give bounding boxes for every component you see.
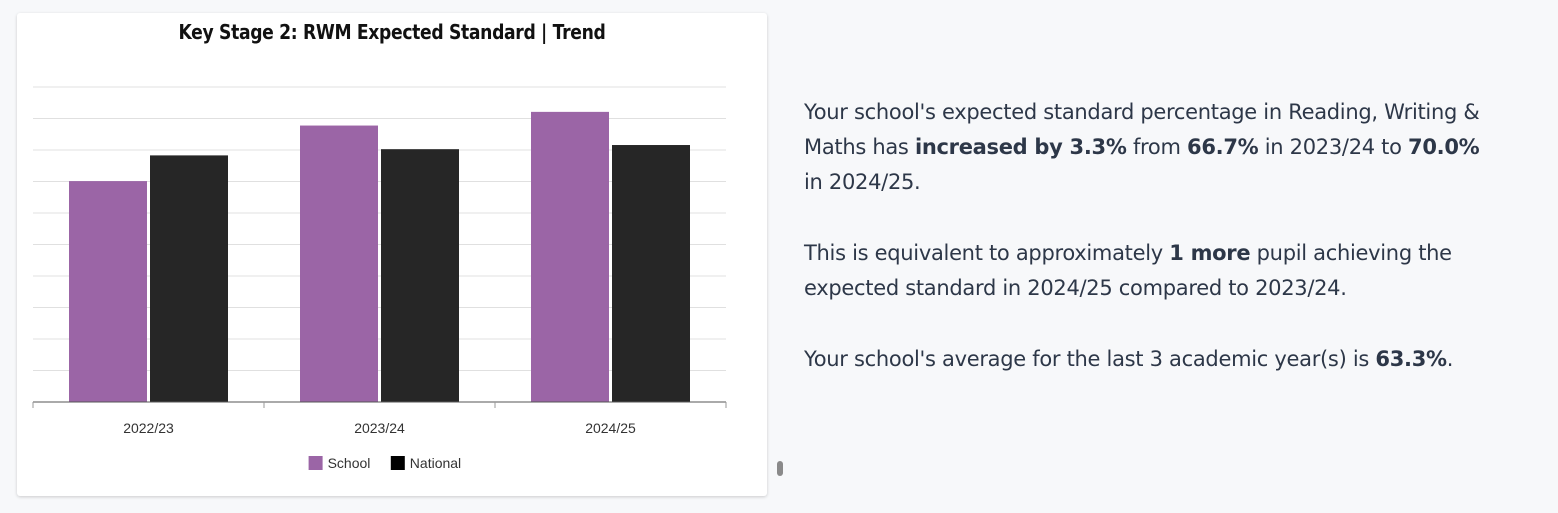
- average-value: 63.3%: [1375, 347, 1447, 371]
- x-tick-label: 2023/24: [354, 420, 405, 436]
- legend-swatch-national: [390, 456, 405, 470]
- chart-card: Key Stage 2: RWM Expected Standard | Tre…: [17, 13, 783, 496]
- summary-pupil-paragraph: This is equivalent to approximately 1 mo…: [804, 241, 1452, 300]
- change-amount: increased by 3.3%: [914, 135, 1127, 159]
- current-value: 70.0%: [1408, 135, 1480, 159]
- summary-average-paragraph: Your school's average for the last 3 aca…: [804, 347, 1454, 371]
- summary-change-paragraph: Your school's expected standard percenta…: [804, 100, 1480, 194]
- bar-national-2: [612, 145, 690, 403]
- bar-school-2: [531, 111, 609, 403]
- x-tick-label: 2024/25: [585, 420, 636, 436]
- legend-label-national: National: [410, 455, 461, 471]
- legend-swatch-school: [308, 456, 323, 470]
- pupil-difference: 1 more: [1169, 241, 1251, 265]
- scrollbar-thumb[interactable]: [777, 461, 783, 476]
- previous-value: 66.7%: [1187, 135, 1259, 159]
- bar-national-1: [381, 149, 459, 402]
- bar-school-0: [69, 181, 147, 402]
- bar-chart: 2022/23 2023/24 2024/25 School National: [32, 86, 727, 471]
- bar-national-0: [150, 155, 228, 402]
- legend-label-school: School: [328, 455, 371, 471]
- bar-school-1: [300, 125, 378, 402]
- summary-text: Your school's expected standard percenta…: [804, 95, 1494, 413]
- chart-title: Key Stage 2: RWM Expected Standard | Tre…: [178, 20, 606, 44]
- x-tick-label: 2022/23: [123, 420, 174, 436]
